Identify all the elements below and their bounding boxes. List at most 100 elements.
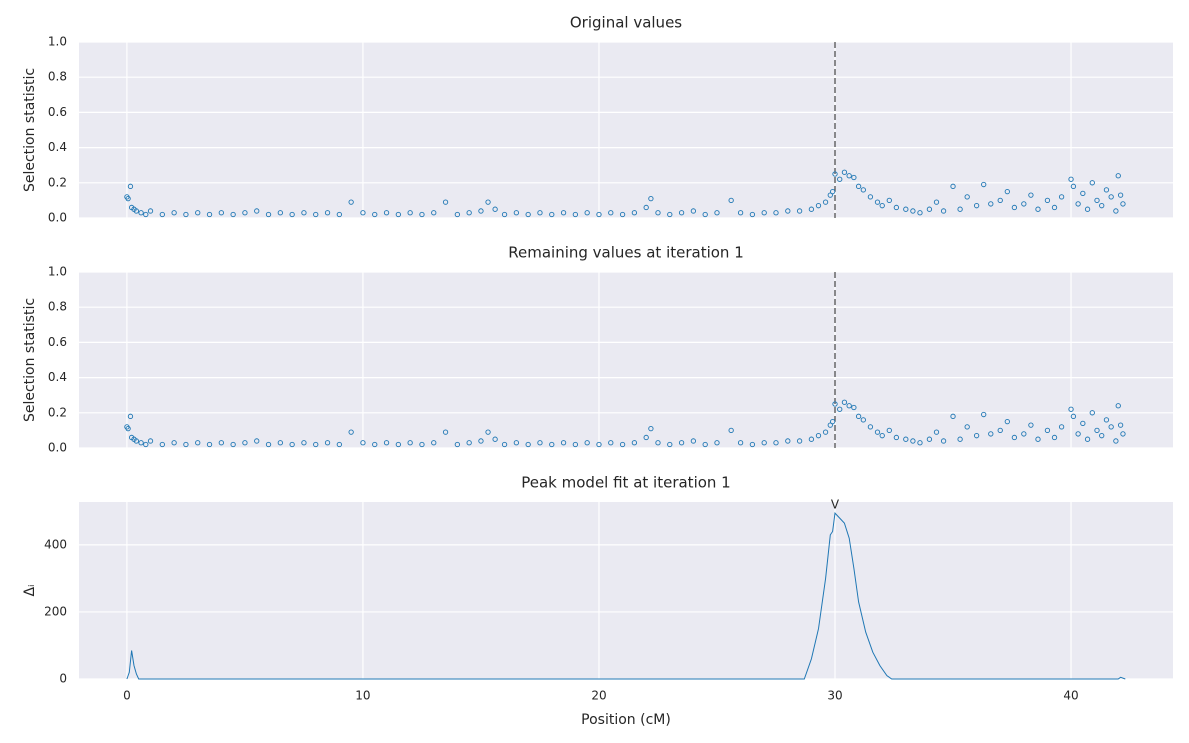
data-point [549,211,555,218]
y-tick-label: 0.8 [48,300,67,314]
data-point [360,210,366,216]
data-point [855,413,862,419]
data-point [728,427,734,434]
data-point [125,425,131,432]
data-point [560,210,567,216]
data-point [492,206,498,212]
data-point [851,404,857,411]
data-point [837,176,843,182]
data-point [785,438,791,444]
data-point [348,199,354,205]
data-point [348,429,354,435]
data-point [749,211,756,218]
data-point [822,429,829,435]
data-point [1035,436,1041,442]
data-point [608,440,614,446]
data-point [143,211,149,218]
data-point [478,208,484,214]
data-point [336,211,342,218]
data-point [714,210,720,216]
data-point [513,210,520,216]
data-point [442,199,449,205]
data-point [1099,203,1105,209]
data-point [584,210,590,216]
data-point [395,441,401,448]
data-point [702,441,708,448]
data-point [1117,192,1124,198]
y-tick-label: 0.2 [48,405,67,419]
data-point [643,434,649,441]
data-point [1058,424,1065,430]
y-tick-label: 0.6 [48,105,67,119]
data-point [1117,422,1124,428]
data-point [254,208,260,214]
data-point [431,440,437,446]
data-point [619,441,626,448]
data-point [667,441,673,448]
data-point [933,429,940,435]
data-point [933,199,940,205]
plot-area [79,272,1173,448]
data-point [988,431,994,437]
data-point [893,204,900,211]
data-point [1004,418,1010,425]
data-point [1021,431,1027,437]
data-point [442,429,449,435]
y-axis-label: Selection statistic [22,68,38,192]
data-point [206,211,213,218]
y-axis-label: Selection statistic [22,298,38,422]
data-point [903,206,909,212]
data-point [1070,183,1077,189]
data-point [796,438,803,444]
data-point [584,440,590,446]
data-point [940,208,947,214]
data-point [690,208,697,214]
data-point [973,203,980,209]
data-point [138,440,144,446]
x-tick-label: 30 [827,689,842,703]
data-point [242,210,248,216]
data-point [383,210,390,216]
data-point [195,210,201,216]
data-point [879,203,885,209]
data-point [678,210,685,216]
data-point [301,210,307,216]
data-point [855,183,862,189]
data-point [336,441,342,448]
data-point [728,197,734,204]
data-point [1094,427,1100,434]
data-point [138,210,144,216]
data-point [324,210,331,216]
data-point [1068,176,1074,182]
data-point [737,210,744,216]
data-point [133,438,140,444]
data-point [846,403,852,409]
data-point [537,440,543,446]
data-point [183,441,189,448]
y-tick-label: 0.2 [48,175,67,189]
y-tick-label: 0.4 [48,140,67,154]
data-point [301,440,307,446]
data-point [230,441,236,448]
data-point [125,195,131,202]
data-point [815,433,822,439]
data-point [886,427,892,434]
data-point [1035,206,1041,212]
data-point [981,181,987,188]
data-point [981,411,987,418]
data-point [549,441,555,448]
data-point [973,433,980,439]
panel-title: Peak model fit at iteration 1 [521,474,730,492]
data-point [127,183,134,189]
data-point [940,438,947,444]
data-point [183,211,189,218]
data-point [478,438,484,444]
data-point [127,413,134,419]
data-point [761,440,767,446]
panel-title: Original values [570,14,682,32]
data-point [1004,188,1010,195]
data-point [808,206,815,212]
data-point [147,208,154,214]
data-point [608,210,614,216]
